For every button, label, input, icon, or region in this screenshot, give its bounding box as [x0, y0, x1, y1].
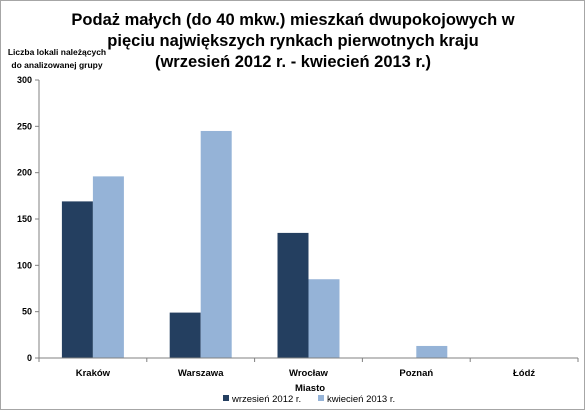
x-category-label: Wrocław — [289, 368, 329, 379]
bar-kwiecien-2013 — [200, 130, 232, 358]
bar-wrzesien-2012 — [277, 232, 309, 358]
x-category-label: Poznań — [399, 368, 433, 379]
y-tick-label: 300 — [17, 75, 32, 85]
legend-swatch — [318, 395, 324, 401]
bar-series — [61, 130, 448, 358]
y-tick-label: 50 — [22, 307, 32, 317]
x-category-label: Łódź — [513, 368, 535, 379]
y-tick-label: 250 — [17, 121, 32, 131]
legend: wrzesień 2012 r. kwiecień 2013 r. — [223, 394, 395, 405]
bar-kwiecien-2013 — [416, 345, 448, 358]
bar-wrzesien-2012 — [169, 312, 201, 358]
y-axis-label-line-1: Liczba lokali należących — [8, 47, 106, 57]
x-axis-label: Miasto — [295, 383, 325, 394]
y-tick-label: 0 — [27, 353, 32, 363]
axes — [38, 80, 579, 362]
legend-label: wrzesień 2012 r. — [231, 394, 301, 405]
chart-title-line-3: (wrzesień 2012 r. - kwiecień 2013 r.) — [155, 53, 431, 71]
y-tick-label: 100 — [17, 260, 32, 270]
chart-title-line-2: pięciu największych rynkach pierwotnych … — [107, 32, 478, 50]
bar-kwiecien-2013 — [92, 176, 124, 358]
x-axis-categories: Kraków Warszawa Wrocław Poznań Łódź — [76, 368, 536, 379]
y-axis-label: Liczba lokali należących do analizowanej… — [8, 47, 106, 70]
bar-kwiecien-2013 — [308, 279, 340, 358]
chart-title-line-1: Podaż małych (do 40 mkw.) mieszkań dwupo… — [71, 11, 514, 29]
x-category-label: Kraków — [76, 368, 111, 379]
x-category-label: Warszawa — [178, 368, 224, 379]
y-axis-ticks: 0 50 100 150 200 250 300 — [17, 75, 39, 363]
y-tick-label: 200 — [17, 168, 32, 178]
y-tick-label: 150 — [17, 214, 32, 224]
legend-label: kwiecień 2013 r. — [327, 394, 395, 405]
legend-swatch — [223, 395, 229, 401]
chart-title: Podaż małych (do 40 mkw.) mieszkań dwupo… — [71, 11, 514, 71]
y-axis-label-line-2: do analizowanej grupy — [11, 60, 102, 70]
bar-wrzesien-2012 — [61, 201, 93, 358]
